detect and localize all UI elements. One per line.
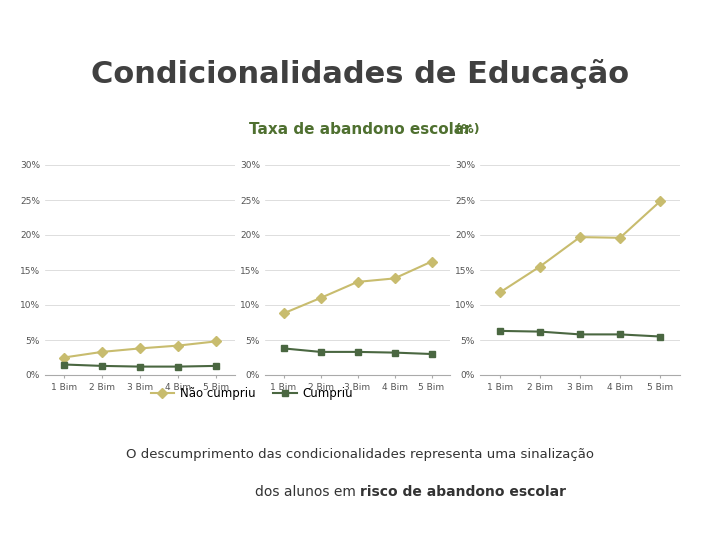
Text: O descumprimento das condicionalidades representa uma sinalização: O descumprimento das condicionalidades r… — [126, 448, 594, 461]
Text: 2 - Análise do impacto das condicionalidades sobre aprovação escolar - 2011: 2 - Análise do impacto das condicionalid… — [11, 10, 588, 23]
Text: dos alunos em: dos alunos em — [255, 484, 360, 498]
Text: Taxa de abandono escolar: Taxa de abandono escolar — [248, 123, 472, 138]
Text: Condicionalidades de Educação: Condicionalidades de Educação — [91, 59, 629, 89]
Legend: Não cumpriu, Cumpriu: Não cumpriu, Cumpriu — [145, 383, 359, 405]
Text: (%): (%) — [451, 124, 480, 137]
Text: risco de abandono escolar: risco de abandono escolar — [360, 484, 566, 498]
